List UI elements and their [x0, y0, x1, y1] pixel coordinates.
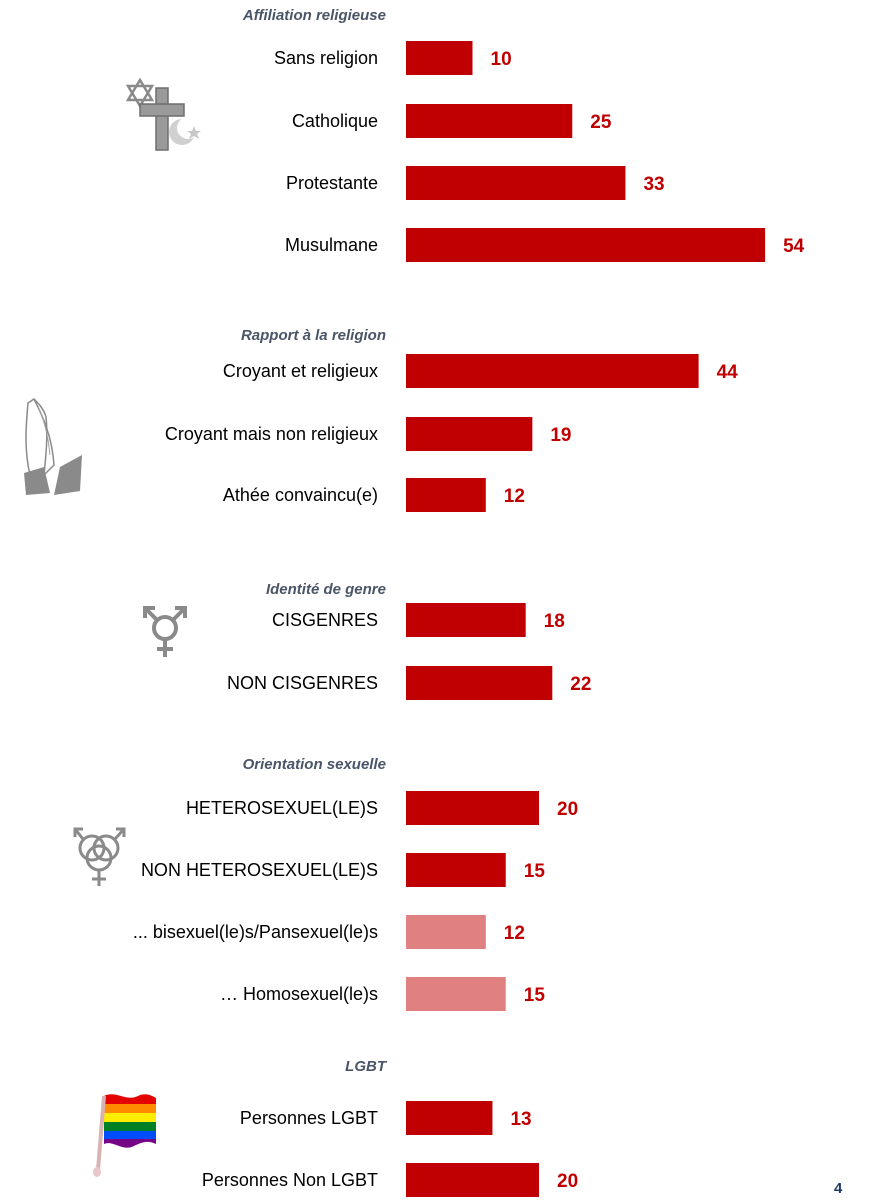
data-label: 54 — [783, 236, 805, 257]
bar-label: Athée convaincu(e) — [223, 485, 378, 505]
data-label: 13 — [510, 1109, 531, 1130]
bar-label: ... bisexuel(le)s/Pansexuel(le)s — [133, 922, 378, 942]
bar-label: HETEROSEXUEL(LE)S — [186, 798, 378, 818]
bar-label: Personnes LGBT — [240, 1108, 378, 1128]
data-label: 33 — [643, 174, 664, 195]
data-label: 20 — [557, 799, 578, 820]
bar-label: NON CISGENRES — [227, 673, 378, 693]
bar — [406, 104, 572, 138]
bar — [406, 603, 526, 637]
data-label: 19 — [550, 425, 571, 446]
data-label: 25 — [590, 112, 612, 133]
bar-label: Catholique — [292, 111, 378, 131]
data-label: 12 — [504, 486, 525, 507]
data-label: 20 — [557, 1171, 578, 1192]
bar — [406, 166, 625, 200]
bar — [406, 666, 552, 700]
page-number: 4 — [834, 1180, 842, 1197]
bar — [406, 41, 473, 75]
bar-label: Sans religion — [274, 48, 378, 68]
data-label: 18 — [544, 611, 565, 632]
data-label: 22 — [570, 674, 591, 695]
bar — [406, 478, 486, 512]
bar-label: … Homosexuel(le)s — [220, 984, 378, 1004]
bar-label: NON HETEROSEXUEL(LE)S — [141, 860, 378, 880]
data-label: 12 — [504, 923, 525, 944]
bar — [406, 228, 765, 262]
bar-label: Croyant mais non religieux — [165, 424, 378, 444]
bar — [406, 977, 506, 1011]
data-label: 10 — [491, 49, 512, 70]
bar-label: CISGENRES — [272, 610, 378, 630]
bar-label: Musulmane — [285, 235, 378, 255]
bar — [406, 853, 506, 887]
bar — [406, 417, 532, 451]
data-label: 15 — [524, 861, 546, 882]
bar — [406, 791, 539, 825]
bar-label: Personnes Non LGBT — [202, 1170, 378, 1190]
data-label: 44 — [717, 362, 739, 383]
bar — [406, 1163, 539, 1197]
bar-label: Protestante — [286, 173, 378, 193]
data-label: 15 — [524, 985, 546, 1006]
bar — [406, 1101, 492, 1135]
bar — [406, 915, 486, 949]
bar-label: Croyant et religieux — [223, 361, 378, 381]
bar — [406, 354, 699, 388]
